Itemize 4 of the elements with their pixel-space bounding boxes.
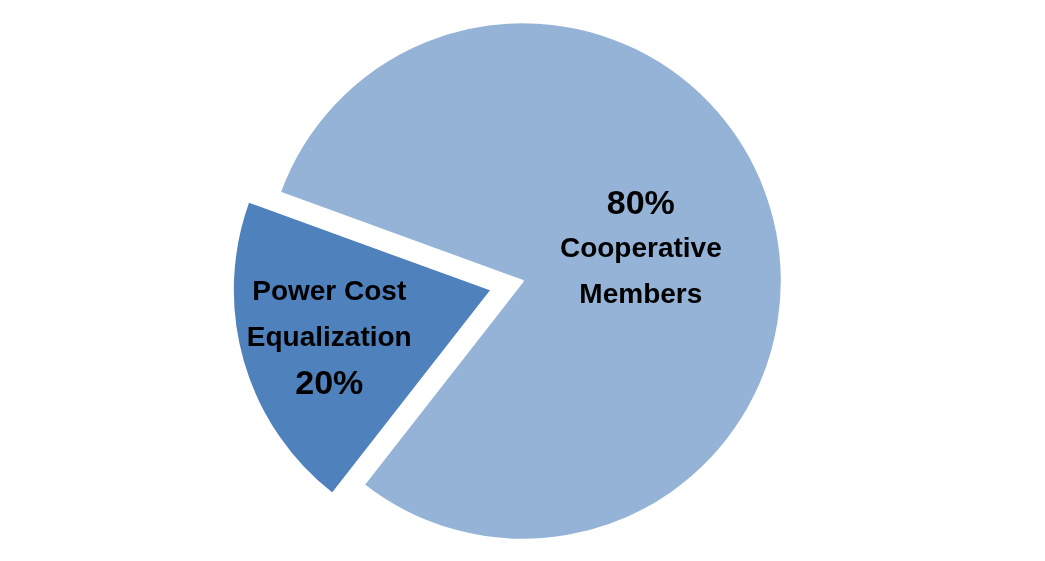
data-label: 80% — [606, 182, 675, 221]
slice-label: Power Cost Equalization — [246, 274, 412, 352]
data-label: 20% — [295, 363, 364, 402]
slice-label: Cooperative Members — [559, 232, 722, 309]
